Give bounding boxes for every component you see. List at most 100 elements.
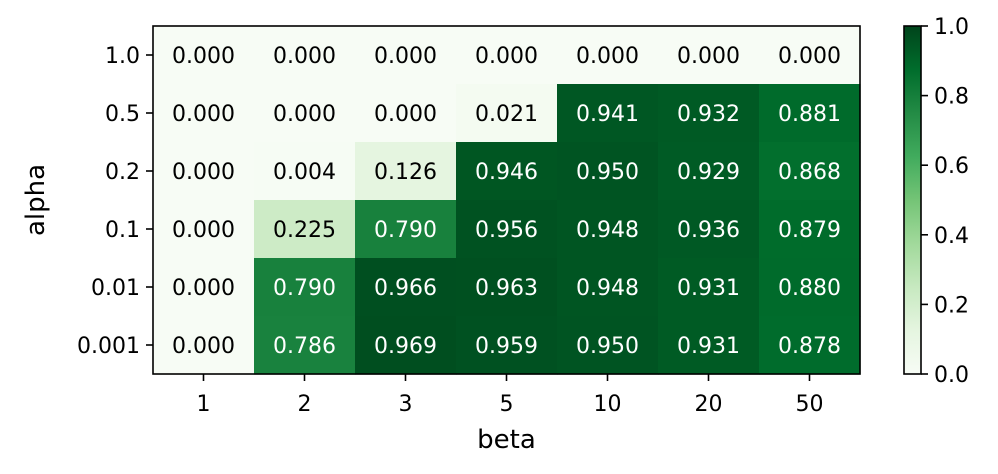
y-axis-label: alpha: [21, 164, 51, 236]
cell-value-label: 0.966: [374, 276, 437, 301]
heatmap-cell: [456, 142, 558, 201]
x-tick-label: 5: [500, 392, 514, 417]
heatmap-cell: [254, 316, 356, 375]
heatmap-cell: [153, 84, 255, 143]
colorbar-tick-label: 0.8: [934, 85, 969, 110]
x-axis-ticks: 1 2 3 5 10 20 50: [197, 374, 824, 417]
heatmap-cell: [456, 84, 558, 143]
heatmap-cell: [759, 200, 861, 259]
heatmap-cell: [557, 200, 659, 259]
cell-value-label: 0.225: [273, 218, 336, 243]
heatmap-cell: [456, 26, 558, 85]
heatmap-cell: [759, 316, 861, 375]
cell-value-label: 0.790: [374, 218, 437, 243]
colorbar: 0.0 0.2 0.4 0.6 0.8 1.0: [903, 15, 969, 388]
cell-value-label: 0.000: [576, 44, 639, 69]
heatmap-cell: [254, 142, 356, 201]
x-tick-label: 10: [594, 392, 622, 417]
cell-value-label: 0.969: [374, 334, 437, 359]
colorbar-tick-label: 0.6: [934, 154, 969, 179]
cell-value-label: 0.000: [273, 102, 336, 127]
cell-value-label: 0.931: [677, 334, 740, 359]
cell-value-label: 0.932: [677, 102, 740, 127]
cell-value-label: 0.880: [778, 276, 841, 301]
x-tick-label: 50: [796, 392, 824, 417]
heatmap-cell: [355, 258, 457, 317]
heatmap-cell: [658, 200, 760, 259]
heatmap-cell: [254, 200, 356, 259]
heatmap-cell: [557, 258, 659, 317]
x-tick-label: 2: [298, 392, 312, 417]
colorbar-tick-label: 0.4: [934, 224, 969, 249]
y-axis-ticks: 1.0 0.5 0.2 0.1 0.01 0.001: [77, 44, 153, 359]
heatmap-cell: [153, 258, 255, 317]
y-tick-label: 0.001: [77, 334, 140, 359]
heatmap-cell: [658, 142, 760, 201]
cell-value-label: 0.948: [576, 276, 639, 301]
heatmap-cell: [355, 142, 457, 201]
cell-value-label: 0.948: [576, 218, 639, 243]
heatmap-cells: 0.000 0.000 0.000 0.000 0.000 0.000 0.000 0.000…: [153, 26, 861, 375]
colorbar-tick-label: 0.2: [934, 293, 969, 318]
y-tick-label: 0.2: [105, 160, 140, 185]
heatmap-cell: [557, 84, 659, 143]
cell-value-label: 0.786: [273, 334, 336, 359]
y-tick-label: 1.0: [105, 44, 140, 69]
cell-value-label: 0.881: [778, 102, 841, 127]
cell-value-label: 0.879: [778, 218, 841, 243]
y-tick-label: 0.1: [105, 218, 140, 243]
cell-value-label: 0.936: [677, 218, 740, 243]
cell-value-label: 0.000: [273, 44, 336, 69]
heatmap-cell: [456, 200, 558, 259]
cell-value-label: 0.950: [576, 334, 639, 359]
heatmap-cell: [153, 200, 255, 259]
cell-value-label: 0.790: [273, 276, 336, 301]
heatmap-cell: [658, 84, 760, 143]
heatmap-cell: [557, 316, 659, 375]
heatmap-cell: [153, 142, 255, 201]
heatmap-cell: [557, 142, 659, 201]
cell-value-label: 0.000: [475, 44, 538, 69]
cell-value-label: 0.000: [172, 218, 235, 243]
heatmap-cell: [759, 258, 861, 317]
cell-value-label: 0.946: [475, 160, 538, 185]
cell-value-label: 0.959: [475, 334, 538, 359]
x-axis-label: beta: [477, 425, 536, 455]
cell-value-label: 0.956: [475, 218, 538, 243]
colorbar-tick-label: 1.0: [934, 15, 969, 40]
heatmap-cell: [355, 200, 457, 259]
heatmap-cell: [254, 84, 356, 143]
heatmap-cell: [254, 26, 356, 85]
cell-value-label: 0.929: [677, 160, 740, 185]
heatmap-cell: [355, 84, 457, 143]
heatmap-cell: [153, 26, 255, 85]
cell-value-label: 0.000: [778, 44, 841, 69]
heatmap-cell: [254, 258, 356, 317]
x-tick-label: 3: [399, 392, 413, 417]
cell-value-label: 0.868: [778, 160, 841, 185]
x-tick-label: 20: [695, 392, 723, 417]
cell-value-label: 0.000: [172, 44, 235, 69]
heatmap-cell: [658, 316, 760, 375]
cell-value-label: 0.000: [172, 276, 235, 301]
cell-value-label: 0.878: [778, 334, 841, 359]
heatmap-cell: [456, 258, 558, 317]
cell-value-label: 0.000: [172, 102, 235, 127]
cell-value-label: 0.004: [273, 160, 336, 185]
heatmap-cell: [759, 142, 861, 201]
cell-value-label: 0.963: [475, 276, 538, 301]
heatmap-cell: [557, 26, 659, 85]
colorbar-tick-label: 0.0: [934, 363, 969, 388]
heatmap-cell: [355, 316, 457, 375]
cell-value-label: 0.950: [576, 160, 639, 185]
cell-value-label: 0.000: [172, 160, 235, 185]
cell-value-label: 0.931: [677, 276, 740, 301]
cell-value-label: 0.126: [374, 160, 437, 185]
heatmap-cell: [658, 26, 760, 85]
heatmap-cell: [658, 258, 760, 317]
cell-value-label: 0.000: [374, 44, 437, 69]
heatmap-cell: [456, 316, 558, 375]
heatmap-cell: [759, 84, 861, 143]
y-tick-label: 0.5: [105, 102, 140, 127]
